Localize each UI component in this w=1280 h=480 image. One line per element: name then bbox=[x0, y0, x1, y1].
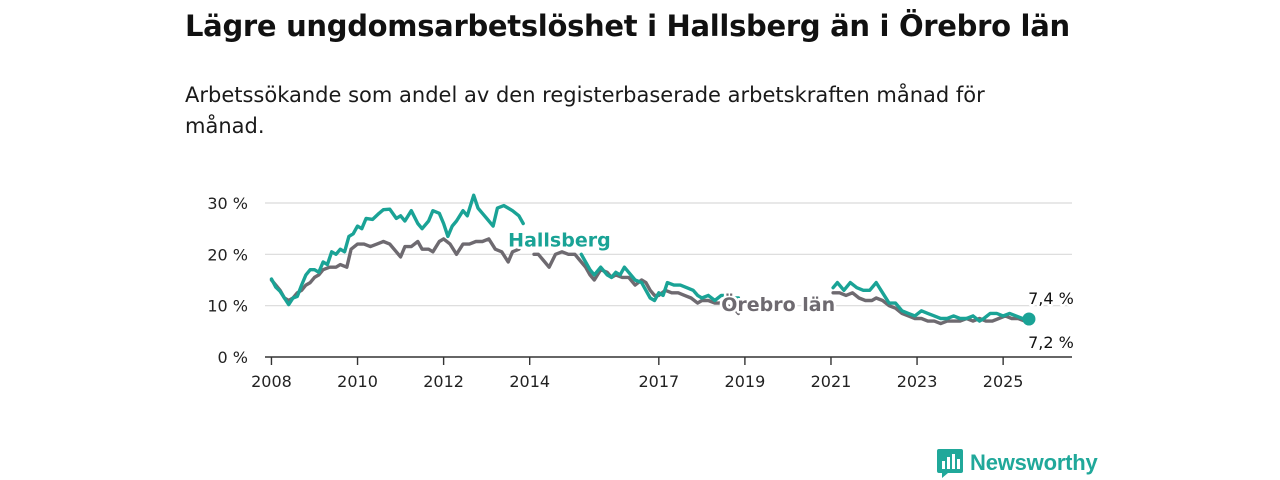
x-tick-label: 2025 bbox=[983, 372, 1024, 391]
series-line-orebro-lan bbox=[269, 237, 1031, 326]
x-tick-label: 2023 bbox=[897, 372, 938, 391]
newsworthy-logo-icon bbox=[937, 449, 963, 478]
gridlines bbox=[265, 202, 1072, 358]
series-label-orebro-lan: Örebro län bbox=[721, 292, 835, 316]
x-tick-label: 2012 bbox=[423, 372, 464, 391]
y-tick-label: 20 % bbox=[207, 245, 248, 264]
x-tick-label: 2021 bbox=[811, 372, 852, 391]
x-tick-label: 2019 bbox=[725, 372, 766, 391]
orebro-value-label: 7,2 % bbox=[1028, 333, 1074, 352]
hallsberg-last-point bbox=[1022, 312, 1036, 326]
y-axis-ticks: 0 % 10 % 20 % 30 % bbox=[207, 194, 248, 367]
chart-subtitle: Arbetssökande som andel av den registerb… bbox=[185, 83, 985, 138]
chart-title: Lägre ungdomsarbetslöshet i Hallsberg än… bbox=[185, 9, 1070, 43]
x-axis-ticks: 2008 2010 2012 2014 2017 2019 2021 2023 2025 bbox=[251, 357, 1023, 391]
y-tick-label: 30 % bbox=[207, 194, 248, 213]
series-line-hallsberg bbox=[269, 193, 1031, 323]
hallsberg-value-label: 7,4 % bbox=[1028, 289, 1074, 308]
y-tick-label: 0 % bbox=[218, 348, 248, 367]
series-lines bbox=[269, 193, 1036, 326]
x-tick-label: 2008 bbox=[251, 372, 292, 391]
brand-name: Newsworthy bbox=[970, 450, 1098, 475]
series-label-hallsberg: Hallsberg bbox=[508, 230, 611, 252]
series-labels: Hallsberg Örebro län 7,4 % 7,2 % bbox=[506, 227, 1077, 354]
brand-logo: Newsworthy bbox=[936, 446, 1098, 480]
y-tick-label: 10 % bbox=[207, 297, 248, 316]
x-tick-label: 2014 bbox=[509, 372, 550, 391]
x-tick-label: 2010 bbox=[337, 372, 378, 391]
x-tick-label: 2017 bbox=[638, 372, 679, 391]
